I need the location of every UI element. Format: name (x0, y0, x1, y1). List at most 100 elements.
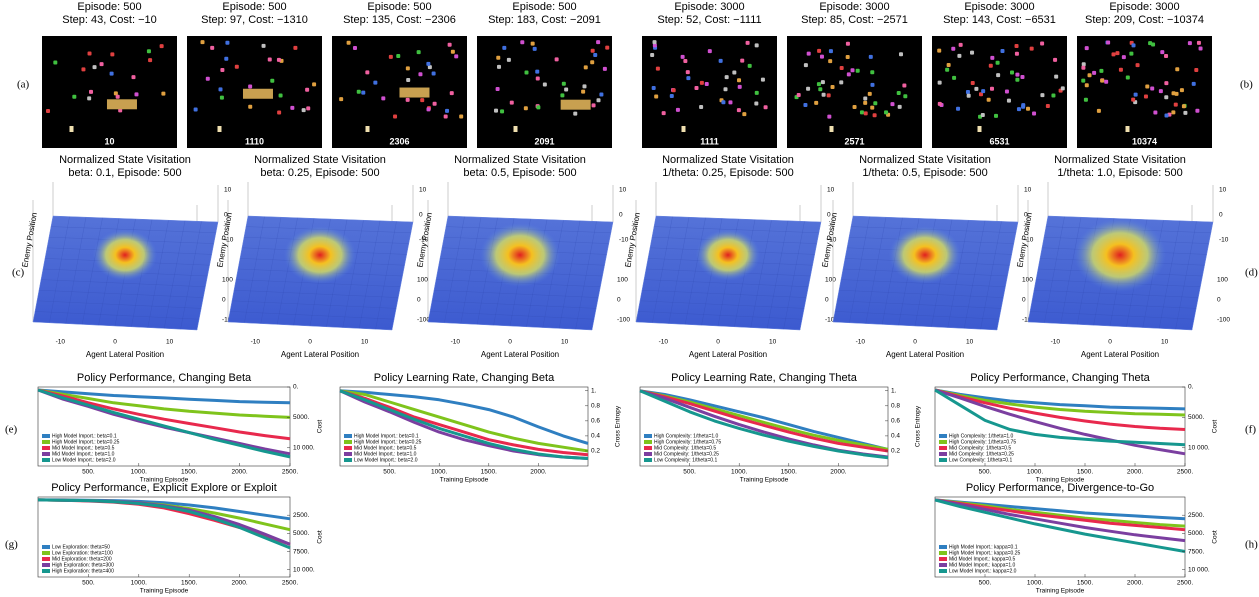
mushroom (406, 78, 411, 83)
z-tick-label: -10 (1219, 237, 1229, 244)
legend-label: Low Model Import.: beta=2.0 (354, 457, 418, 463)
mushroom (1025, 106, 1030, 111)
legend-label: High Model Import.: beta=0.25 (52, 439, 120, 445)
mushroom (1173, 102, 1178, 107)
mushroom (536, 105, 541, 110)
x-tick-label: -10 (251, 339, 261, 346)
mushroom (863, 100, 868, 105)
y-tick-label: 10 000. (1188, 444, 1210, 451)
y-axis-label: Cross Entropy (915, 405, 922, 447)
mushroom (447, 42, 452, 47)
series-line (934, 388, 1186, 417)
z-tick-label: -10 (419, 237, 429, 244)
mushroom (723, 87, 728, 92)
mushroom (699, 80, 704, 85)
player (69, 126, 74, 132)
legend-label: High Complexity: 1/theta=1.0 (949, 433, 1014, 439)
mushroom (1081, 65, 1086, 70)
x-tick-label: 0 (308, 339, 312, 346)
y-axis-label: Cost (1212, 420, 1219, 434)
mushroom (87, 96, 92, 101)
y-tick-label: 0 (222, 297, 226, 304)
mushroom (863, 111, 868, 116)
panel-label: (h) (1245, 539, 1258, 551)
visitation-peak (480, 223, 560, 287)
series-line (339, 389, 589, 445)
mushroom (573, 111, 578, 116)
mushroom (219, 95, 224, 100)
visitation-peak (1074, 218, 1166, 292)
x-tick-label: 500. (979, 580, 992, 587)
mushroom (248, 104, 253, 109)
mesh-line (359, 220, 381, 329)
x-axis-label: Training Episode (140, 588, 189, 595)
mushroom (381, 96, 386, 101)
chart-title: Policy Performance, Divergence-to-Go (966, 482, 1154, 494)
series-line (639, 389, 889, 460)
mesh-line (559, 220, 581, 329)
y-tick-label: 5000. (293, 530, 309, 537)
surface-subtitle: 1/theta: 1.0, Episode: 500 (1057, 167, 1182, 179)
player (977, 126, 982, 132)
mushroom (826, 93, 831, 98)
mesh-line (783, 221, 805, 330)
mushroom (846, 72, 851, 77)
y-axis-label: Cost (317, 420, 324, 434)
mushroom (205, 76, 210, 81)
mushroom (161, 91, 166, 96)
mushroom (1179, 88, 1184, 93)
mushroom (270, 78, 275, 83)
legend-swatch (939, 563, 947, 567)
chart-title: Policy Performance, Changing Beta (77, 372, 252, 384)
mushroom (1053, 57, 1058, 62)
mushroom (1158, 89, 1163, 94)
visitation-peak (284, 226, 356, 284)
mushroom (134, 92, 139, 97)
x-tick-label: 500. (979, 469, 992, 476)
y-tick-label: 100 (617, 277, 628, 284)
y-tick-label: 0.8 (891, 403, 900, 410)
mushroom (1100, 78, 1105, 83)
legend-swatch (344, 446, 352, 450)
mushroom (819, 54, 824, 59)
player (1125, 126, 1130, 132)
x-axis-label: Agent Lateral Position (1081, 350, 1159, 359)
legend-label: Mid Model Import.: beta=0.5 (52, 445, 115, 451)
game-screen (477, 36, 612, 148)
mushroom (728, 100, 733, 105)
mesh-line (750, 220, 772, 328)
x-tick-label: 1500. (181, 580, 197, 587)
mushroom (1164, 95, 1169, 100)
y-tick-label: 0.8 (591, 403, 600, 410)
x-tick-label: 2000. (231, 580, 247, 587)
mushroom (210, 45, 215, 50)
x-tick-label: 1500. (1077, 580, 1093, 587)
y-axis-label: Cross Entropy (615, 405, 622, 447)
mushroom (1115, 51, 1120, 56)
series-line (639, 389, 889, 453)
mushroom (346, 40, 351, 45)
mushroom (1191, 81, 1196, 86)
x-tick-label: 10 (166, 339, 174, 346)
mushroom (937, 80, 942, 85)
mushroom (754, 101, 759, 106)
mushroom (1032, 111, 1037, 116)
mushroom (225, 40, 230, 45)
y-tick-label: 100 (1022, 277, 1033, 284)
player (681, 126, 686, 132)
surface-title: Normalized State Visitation (59, 154, 191, 166)
z-tick-label: 10 (419, 187, 427, 194)
mushroom (872, 113, 877, 118)
mushroom (996, 73, 1001, 78)
mushroom (535, 69, 540, 74)
mushroom (1045, 103, 1050, 108)
plot-frame (339, 386, 589, 467)
legend-label: Mid Model Import.: kappa=1.0 (949, 562, 1016, 568)
mushroom (532, 46, 537, 51)
mushroom (496, 55, 501, 60)
mushroom (946, 62, 951, 67)
mushroom (1020, 74, 1025, 79)
mushroom (1196, 40, 1201, 45)
z-tick-label: -10 (827, 237, 837, 244)
